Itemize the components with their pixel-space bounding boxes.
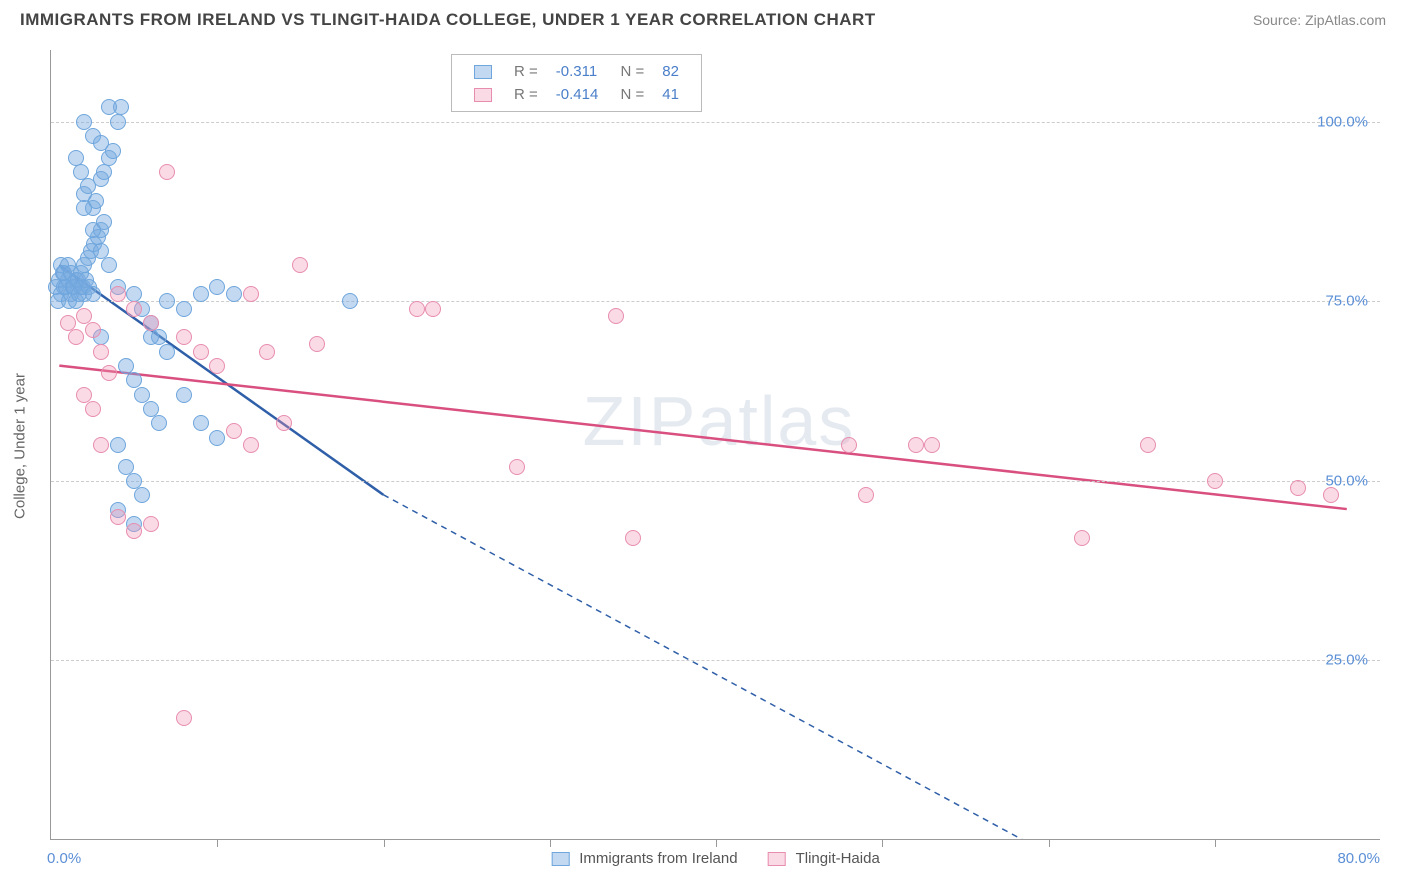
data-point <box>85 286 101 302</box>
stat-n-value: 82 <box>654 61 687 82</box>
data-point <box>176 387 192 403</box>
data-point <box>193 286 209 302</box>
data-point <box>176 710 192 726</box>
y-tick-label: 75.0% <box>1325 293 1368 310</box>
x-tick <box>217 839 218 847</box>
grid-line <box>51 660 1380 661</box>
data-point <box>1207 473 1223 489</box>
x-tick <box>550 839 551 847</box>
data-point <box>259 344 275 360</box>
data-point <box>68 329 84 345</box>
chart-plot-area: ZIPatlas R =-0.311 N =82R =-0.414 N =41 … <box>50 50 1380 840</box>
data-point <box>243 437 259 453</box>
data-point <box>608 308 624 324</box>
data-point <box>110 509 126 525</box>
stat-r-value: -0.414 <box>548 84 607 105</box>
data-point <box>209 358 225 374</box>
stat-label: N = <box>608 84 652 105</box>
data-point <box>176 329 192 345</box>
data-point <box>85 322 101 338</box>
data-point <box>93 135 109 151</box>
data-point <box>159 293 175 309</box>
legend-swatch <box>551 852 569 866</box>
data-point <box>509 459 525 475</box>
data-point <box>159 164 175 180</box>
data-point <box>101 99 117 115</box>
data-point <box>625 530 641 546</box>
stat-r-value: -0.311 <box>548 61 607 82</box>
data-point <box>126 301 142 317</box>
data-point <box>226 286 242 302</box>
stats-legend: R =-0.311 N =82 R =-0.414 N =41 <box>451 54 702 112</box>
data-point <box>924 437 940 453</box>
data-point <box>110 437 126 453</box>
data-point <box>243 286 259 302</box>
source-label: Source: ZipAtlas.com <box>1253 12 1386 28</box>
data-point <box>143 329 159 345</box>
y-tick-label: 100.0% <box>1317 113 1368 130</box>
data-point <box>101 365 117 381</box>
data-point <box>226 423 242 439</box>
data-point <box>292 257 308 273</box>
data-point <box>85 222 101 238</box>
legend-label: Immigrants from Ireland <box>579 850 737 867</box>
legend-swatch <box>474 88 492 102</box>
data-point <box>1323 487 1339 503</box>
grid-line <box>51 481 1380 482</box>
data-point <box>143 315 159 331</box>
data-point <box>76 200 92 216</box>
y-tick-label: 25.0% <box>1325 652 1368 669</box>
data-point <box>93 344 109 360</box>
x-tick <box>1049 839 1050 847</box>
data-point <box>110 114 126 130</box>
legend-swatch <box>474 65 492 79</box>
data-point <box>126 523 142 539</box>
data-point <box>209 279 225 295</box>
y-axis-title: College, Under 1 year <box>12 373 29 519</box>
legend-item: Tlingit-Haida <box>768 850 880 867</box>
stat-label: N = <box>608 61 652 82</box>
x-tick-label: 0.0% <box>47 850 81 867</box>
data-point <box>425 301 441 317</box>
legend-label: Tlingit-Haida <box>796 850 880 867</box>
x-tick <box>882 839 883 847</box>
data-point <box>193 415 209 431</box>
stat-label: R = <box>506 61 546 82</box>
legend-item: Immigrants from Ireland <box>551 850 737 867</box>
data-point <box>409 301 425 317</box>
series-legend: Immigrants from Ireland Tlingit-Haida <box>551 850 880 867</box>
stat-label: R = <box>506 84 546 105</box>
data-point <box>85 401 101 417</box>
data-point <box>276 415 292 431</box>
data-point <box>93 437 109 453</box>
data-point <box>858 487 874 503</box>
data-point <box>159 344 175 360</box>
data-point <box>209 430 225 446</box>
data-point <box>96 164 112 180</box>
data-point <box>134 487 150 503</box>
data-point <box>1074 530 1090 546</box>
data-point <box>110 286 126 302</box>
data-point <box>151 415 167 431</box>
data-point <box>1140 437 1156 453</box>
x-tick <box>1215 839 1216 847</box>
x-tick <box>384 839 385 847</box>
data-point <box>193 344 209 360</box>
data-point <box>101 257 117 273</box>
data-point <box>841 437 857 453</box>
data-point <box>342 293 358 309</box>
data-point <box>143 516 159 532</box>
x-tick-label: 80.0% <box>1337 850 1380 867</box>
grid-line <box>51 122 1380 123</box>
data-point <box>1290 480 1306 496</box>
data-point <box>73 164 89 180</box>
stat-n-value: 41 <box>654 84 687 105</box>
legend-swatch <box>768 852 786 866</box>
chart-title: IMMIGRANTS FROM IRELAND VS TLINGIT-HAIDA… <box>20 10 876 30</box>
data-point <box>309 336 325 352</box>
x-tick <box>716 839 717 847</box>
data-point <box>908 437 924 453</box>
watermark: ZIPatlas <box>583 381 856 461</box>
data-point <box>176 301 192 317</box>
